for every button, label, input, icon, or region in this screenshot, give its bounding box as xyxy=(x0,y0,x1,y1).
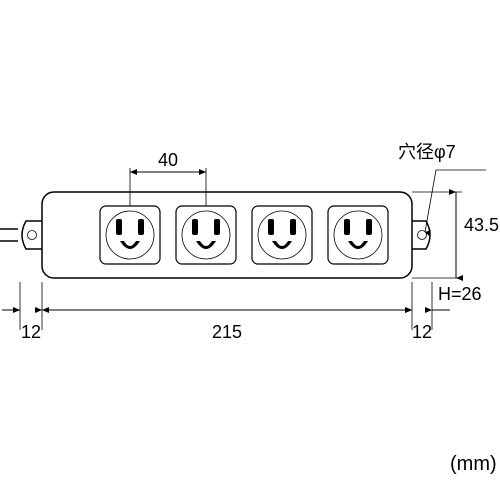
svg-text:215: 215 xyxy=(212,322,242,342)
dim-depth: H=26 xyxy=(438,284,482,304)
dim-outlet-pitch: 40 xyxy=(130,150,206,206)
svg-text:H=26: H=26 xyxy=(438,284,482,304)
svg-text:穴径φ7: 穴径φ7 xyxy=(398,142,456,162)
dimension-diagram: 40 穴径φ7 43.5 H=26 12 215 12 (mm) xyxy=(0,0,500,500)
outlet xyxy=(176,206,236,264)
svg-text:43.5: 43.5 xyxy=(464,215,499,235)
cord-stub xyxy=(0,229,18,241)
svg-text:12: 12 xyxy=(412,322,432,342)
svg-text:40: 40 xyxy=(158,150,178,170)
left-mount-tab xyxy=(22,221,42,249)
right-mount-tab xyxy=(412,221,430,249)
outlet xyxy=(100,206,160,264)
svg-text:12: 12 xyxy=(21,322,41,342)
outlet xyxy=(328,206,388,264)
dim-bottom-row: 12 215 12 xyxy=(2,282,450,342)
unit-label: (mm) xyxy=(450,453,497,475)
outlet xyxy=(252,206,312,264)
outlet-group xyxy=(100,206,388,264)
dim-height: 43.5 xyxy=(412,192,499,278)
